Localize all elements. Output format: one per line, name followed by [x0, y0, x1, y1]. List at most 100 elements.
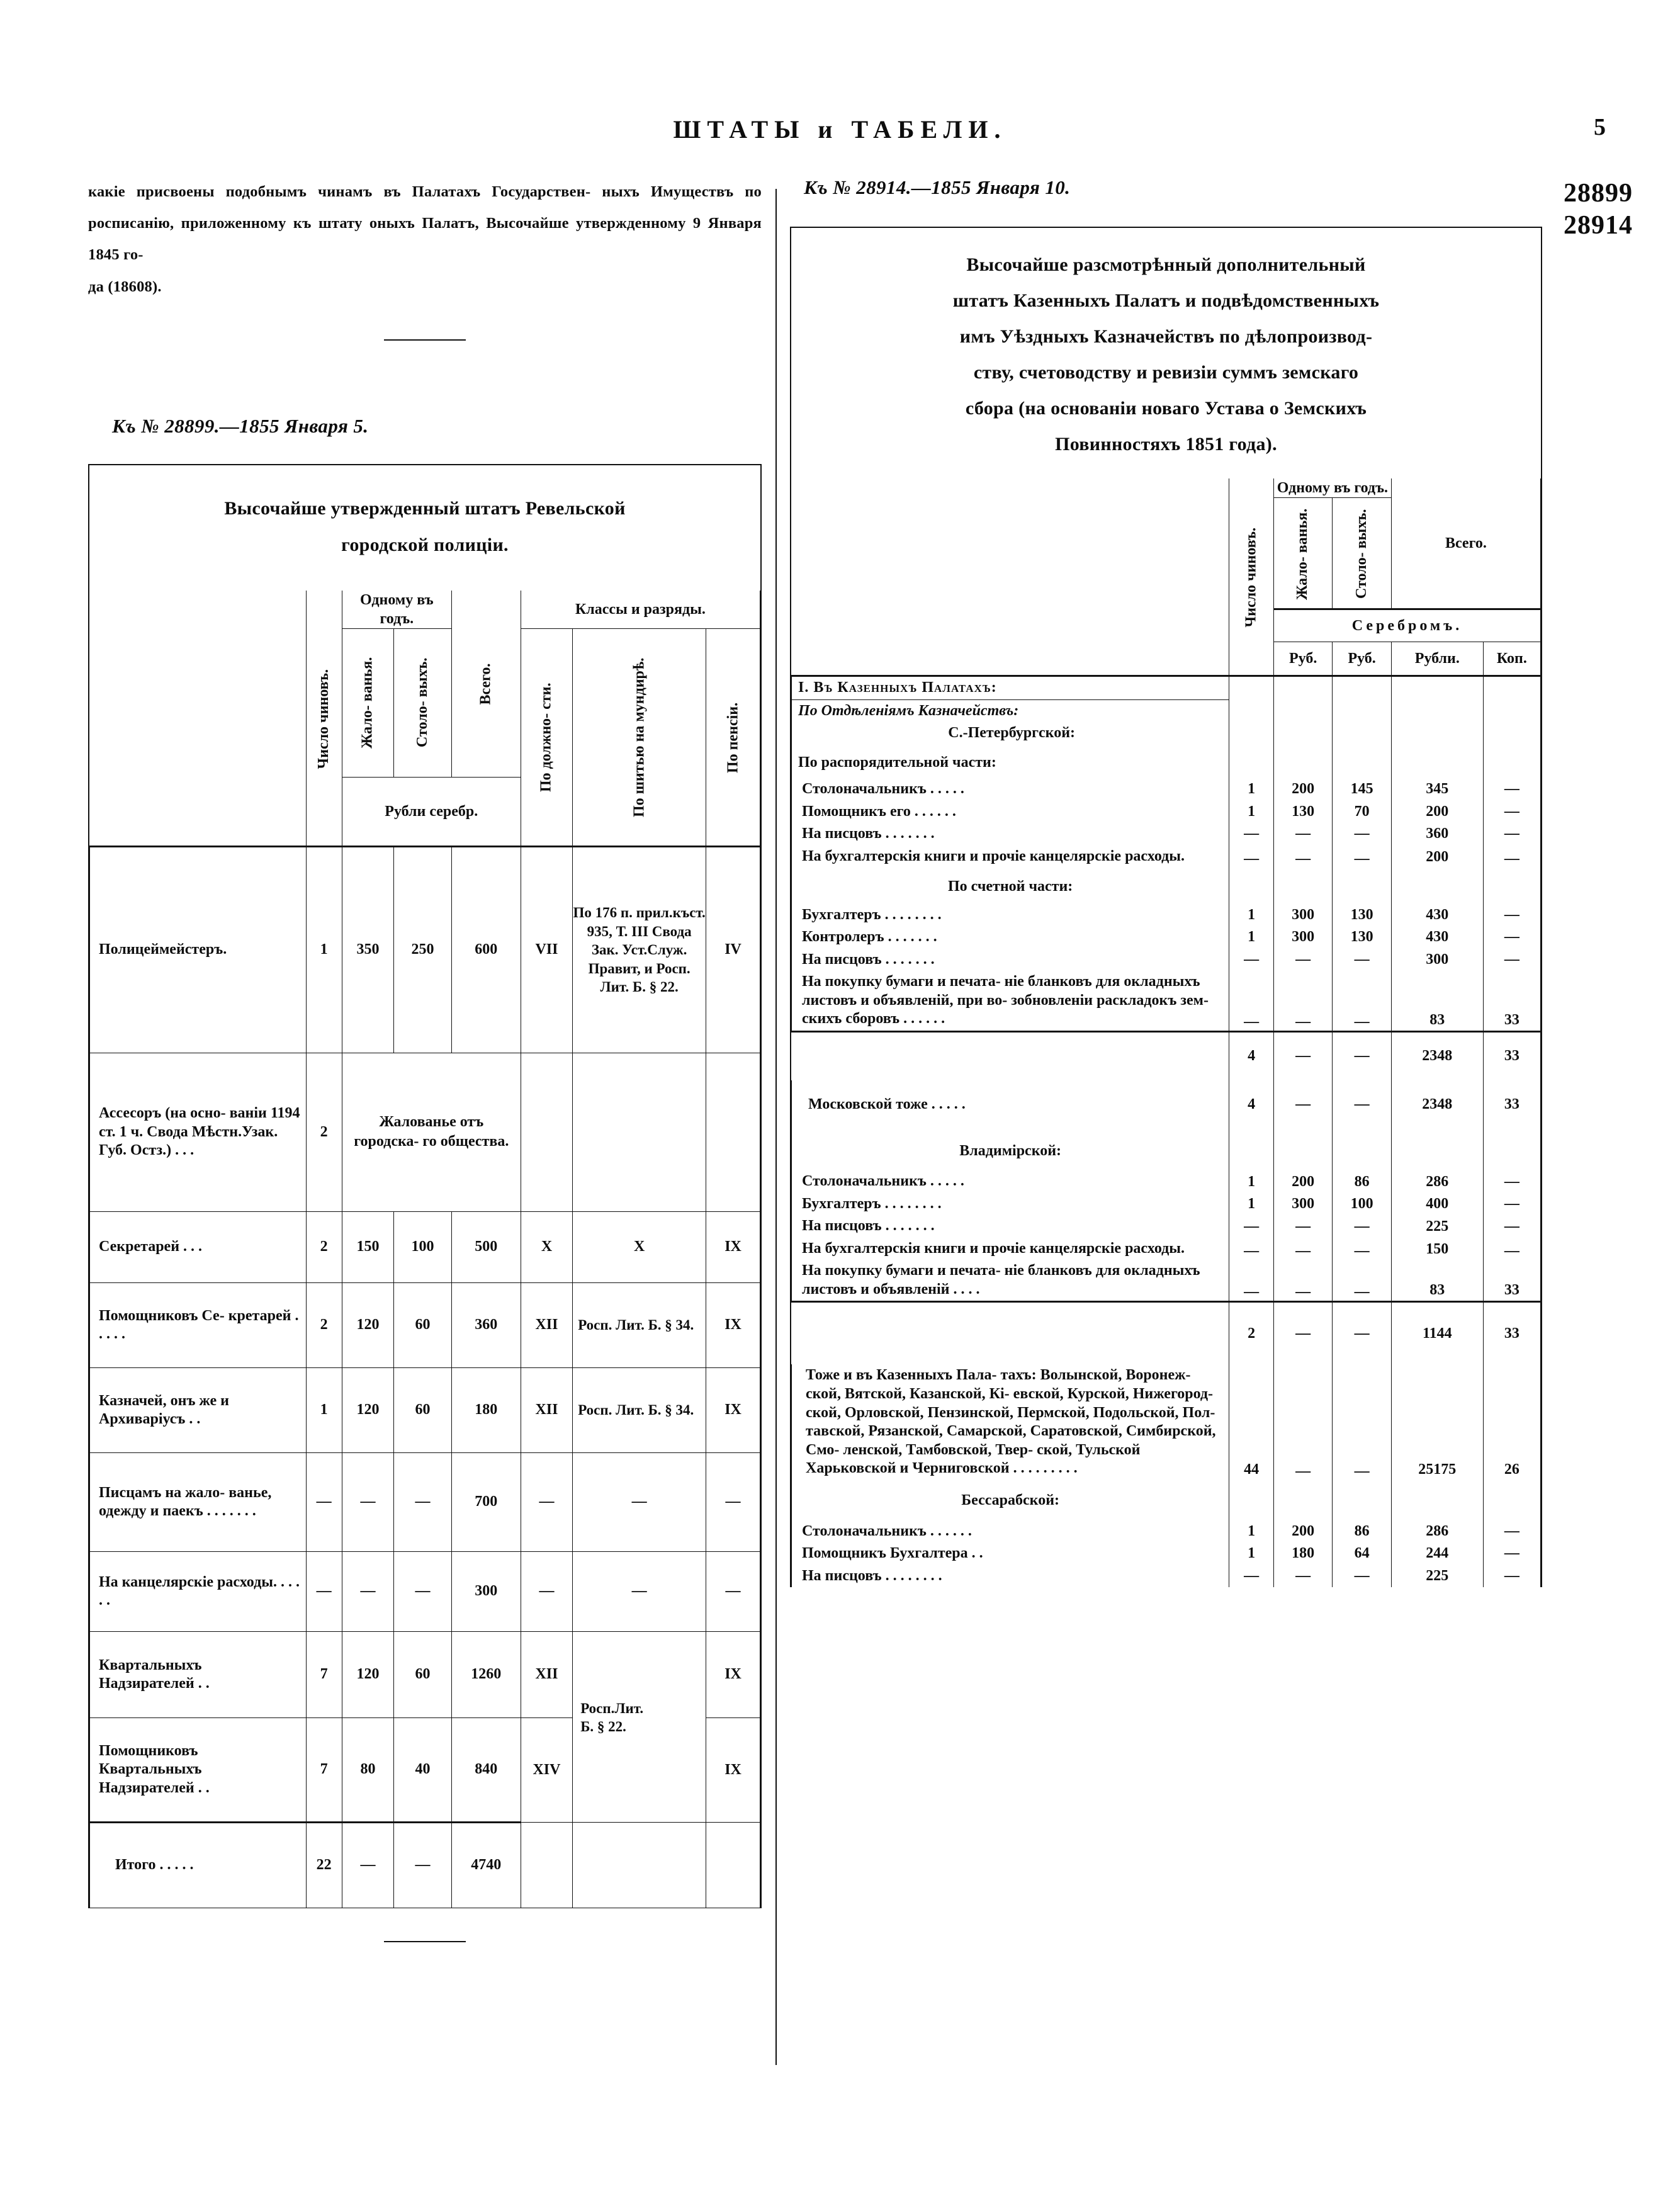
row-kop: —	[1482, 948, 1542, 971]
row-rub2: —	[1332, 1364, 1392, 1481]
row-label: Московской тоже . . . . .	[791, 1080, 1230, 1129]
table-row: На бухгалтерскія книги и прочіе канцеляр…	[791, 1237, 1542, 1260]
row-pension: IX	[706, 1367, 760, 1453]
row-rub1: —	[1273, 823, 1333, 846]
left-table-frame: Высочайше утвержденный штатъ Ревельской …	[88, 463, 762, 1908]
row-rubli: 360	[1390, 823, 1484, 846]
kazennye-palaty-staff-table: Число чиновъ. Одному въ годъ. Всего. Жал…	[791, 478, 1542, 1588]
right-table-title-line-6: Повинностяхъ 1851 года).	[1055, 434, 1277, 455]
row-rub2: 86	[1332, 1170, 1392, 1193]
header-stolovyh: Столо- выхъ.	[1332, 497, 1392, 609]
row-kop: —	[1482, 845, 1542, 868]
row-rub1: 130	[1273, 800, 1333, 823]
subtotal-count: 2	[1229, 1301, 1274, 1365]
row-class-rank: XIV	[520, 1717, 573, 1823]
row-pension: IV	[706, 846, 760, 1053]
table-row: На писцовъ . . . . . . . — — — 360 —	[791, 823, 1542, 846]
table-row: Тоже и въ Казенныхъ Пала- тахъ: Волынско…	[791, 1364, 1542, 1481]
row-rubli: 345	[1390, 778, 1484, 801]
table-row: Ассесоръ (на осно- ваніи 1194 ст. 1 ч. С…	[89, 1052, 760, 1212]
row-table-money: 60	[393, 1631, 452, 1718]
total-pension	[706, 1821, 760, 1908]
header-chislo-chinov: Число чиновъ.	[306, 590, 342, 847]
table-row: На покупку бумаги и печата- ніе бланковъ…	[791, 1260, 1542, 1302]
row-count: 7	[305, 1717, 342, 1823]
row-rub2: 100	[1332, 1192, 1392, 1216]
left-table-title-line-1: Высочайше утвержденный штатъ Ревельской	[224, 497, 626, 519]
row-rub2: —	[1332, 1080, 1392, 1129]
row-class-rank	[520, 1052, 573, 1212]
left-table-header-row-1: Число чиновъ. Одному въ годъ. Всего. Кла…	[89, 590, 761, 847]
row-rub2: —	[1332, 1260, 1392, 1302]
row-pension	[706, 1052, 760, 1212]
row-count: —	[305, 1551, 342, 1632]
continued-paragraph-line-4: да (18608).	[88, 278, 162, 295]
table-row: Московской тоже . . . . . 4 — — 2348 33	[791, 1080, 1542, 1129]
row-count: —	[1229, 1215, 1274, 1238]
row-rubli: 430	[1390, 903, 1484, 927]
row-salary: 120	[341, 1282, 395, 1368]
row-rub2: —	[1332, 1215, 1392, 1238]
header-kop: Коп.	[1482, 642, 1542, 676]
row-total: 180	[451, 1367, 521, 1453]
row-rub2: 70	[1332, 800, 1392, 823]
row-count: 2	[305, 1282, 342, 1368]
row-rub1: —	[1273, 1564, 1333, 1588]
table-row: На писцовъ . . . . . . . — — — 300 —	[791, 948, 1542, 971]
header-rubli-serebr: Рубли серебр.	[341, 776, 521, 847]
row-label: На бухгалтерскія книги и прочіе канцеляр…	[791, 1237, 1230, 1260]
continued-paragraph-line-1: какіе присвоены подобнымъ чинамъ въ Пала…	[88, 183, 591, 200]
row-label: Бухгалтеръ . . . . . . . .	[791, 1192, 1230, 1216]
subtotal-count: 4	[1229, 1030, 1274, 1080]
row-pension: —	[706, 1551, 760, 1632]
row-salary: 350	[341, 846, 395, 1053]
row-total: 500	[451, 1211, 521, 1283]
row-total: 600	[451, 846, 521, 1053]
row-label: Секретарей . . .	[89, 1211, 307, 1283]
header-jalovanya: Жало- ванья.	[342, 628, 394, 778]
right-table-title-line-2: штатъ Казенныхъ Палатъ и подвѣдомственны…	[952, 290, 1380, 311]
table-row: Квартальныхъ Надзирателей . . 7 120 60 1…	[89, 1631, 760, 1718]
row-salary: 80	[341, 1717, 395, 1823]
table-row: На канцелярскіе расходы. . . . . . — — —…	[89, 1551, 760, 1632]
table-section-row: По распорядительной части:	[791, 744, 1542, 779]
subtotal-rub2: —	[1332, 1030, 1392, 1080]
table-row: Столоначальникъ . . . . . 1 200 145 345 …	[791, 778, 1542, 801]
row-rub1: 180	[1273, 1542, 1333, 1565]
row-pension: IX	[706, 1717, 760, 1823]
row-table-money: 250	[393, 846, 452, 1053]
subtotal-rub1: —	[1273, 1301, 1333, 1365]
row-kop: —	[1482, 926, 1542, 949]
row-table-money: 60	[393, 1282, 452, 1368]
row-uniform-note: Росп. Лит. Б. § 34.	[572, 1367, 707, 1453]
row-count: —	[1229, 1237, 1274, 1260]
header-vsego: Всего.	[451, 590, 521, 778]
row-rub2: —	[1332, 971, 1392, 1032]
header-rubli: Рубли.	[1390, 642, 1484, 676]
right-table-title-line-4: ству, счетоводству и ревизіи суммъ земск…	[973, 362, 1359, 383]
row-label: Помощниковъ Квартальныхъ Надзирателей . …	[89, 1717, 307, 1823]
row-class-rank: —	[520, 1452, 573, 1552]
row-count: 1	[1229, 903, 1274, 927]
row-table-money: —	[393, 1551, 452, 1632]
table-row: Контролеръ . . . . . . . 1 300 130 430 —	[791, 926, 1542, 949]
row-merged-note: Жалованье отъ городска- го общества.	[342, 1052, 521, 1212]
row-rub1: 200	[1273, 1170, 1333, 1193]
row-rub2: —	[1332, 823, 1392, 846]
row-total: 840	[451, 1717, 521, 1823]
table-section-row: По Отдѣленіямъ Казначействъ:	[791, 699, 1542, 723]
row-uniform-note: Росп.Лит.	[572, 1631, 707, 1718]
row-count: 1	[1229, 800, 1274, 823]
row-uniform-note	[572, 1052, 707, 1212]
subtotal-kop: 33	[1482, 1030, 1542, 1080]
row-rub2: 145	[1332, 778, 1392, 801]
running-head: ШТАТЫ и ТАБЕЛИ.	[0, 115, 1680, 144]
row-kop: 26	[1482, 1364, 1542, 1481]
row-rub1: —	[1273, 1260, 1333, 1302]
table-row: Казначей, онъ же и Архиваріусъ . . 1 120…	[89, 1367, 760, 1453]
row-label: Столоначальникъ . . . . .	[791, 1170, 1230, 1193]
row-label: Ассесоръ (на осно- ваніи 1194 ст. 1 ч. С…	[89, 1052, 307, 1212]
row-kop: —	[1482, 1564, 1542, 1588]
left-table-header-row-3: Рубли серебр.	[90, 776, 760, 847]
row-salary: 120	[341, 1631, 395, 1718]
